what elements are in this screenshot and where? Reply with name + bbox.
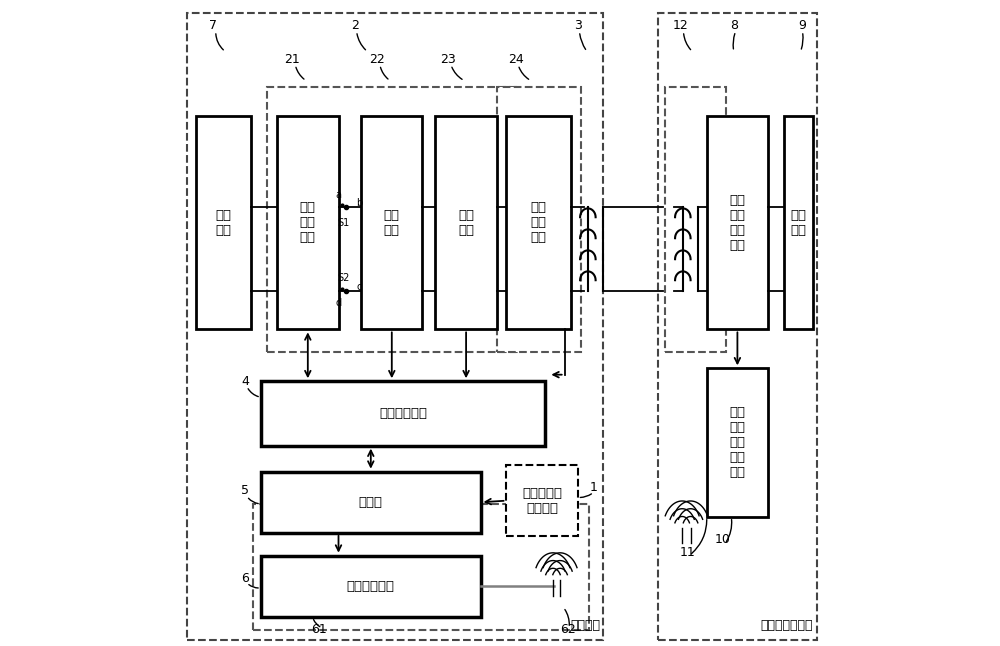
Bar — [707, 368, 768, 517]
Text: 采样控制单元: 采样控制单元 — [379, 407, 427, 420]
Bar — [187, 13, 603, 640]
Bar — [784, 116, 813, 329]
Bar — [261, 472, 481, 533]
Text: 交流
电源: 交流 电源 — [216, 209, 232, 237]
Text: 1: 1 — [590, 481, 598, 494]
Bar — [253, 504, 589, 630]
Text: 8: 8 — [730, 19, 738, 32]
Text: 9: 9 — [798, 19, 806, 32]
Text: d: d — [335, 298, 342, 308]
Bar — [435, 116, 497, 329]
Text: 6: 6 — [241, 572, 249, 585]
Bar — [665, 87, 726, 352]
Text: 21: 21 — [284, 53, 300, 66]
Bar — [658, 13, 817, 640]
Bar — [506, 116, 571, 329]
Text: 2: 2 — [351, 19, 359, 32]
Text: 通信测试设备: 通信测试设备 — [347, 579, 395, 593]
Bar — [267, 87, 519, 352]
Bar — [506, 465, 578, 536]
Text: 工控机: 工控机 — [359, 495, 383, 509]
Text: 谐振
补偿
电路: 谐振 补偿 电路 — [531, 202, 547, 244]
Text: 电子
负载: 电子 负载 — [791, 209, 807, 237]
Text: 副边
通信
检测
控制
单元: 副边 通信 检测 控制 单元 — [729, 406, 745, 479]
Text: S1: S1 — [338, 218, 350, 228]
Text: 11: 11 — [679, 546, 695, 559]
Bar — [196, 116, 251, 329]
Text: 62: 62 — [560, 623, 576, 636]
Text: 4: 4 — [241, 375, 249, 388]
Text: 副边
电源
变换
模块: 副边 电源 变换 模块 — [729, 194, 745, 252]
Bar — [277, 116, 339, 329]
Text: 3: 3 — [574, 19, 581, 32]
Text: 逆变
电路: 逆变 电路 — [458, 209, 474, 237]
Text: b: b — [357, 198, 363, 209]
Bar — [707, 116, 768, 329]
Text: 5: 5 — [241, 484, 249, 497]
Text: 22: 22 — [369, 53, 385, 66]
Text: 24: 24 — [508, 53, 524, 66]
Text: 测试系统: 测试系统 — [570, 619, 600, 632]
Text: a: a — [336, 191, 342, 200]
Bar — [361, 116, 422, 329]
Bar — [497, 87, 581, 352]
Text: 12: 12 — [673, 19, 689, 32]
Text: 61: 61 — [311, 623, 327, 636]
Bar — [261, 556, 481, 617]
Text: 被测车载端样品: 被测车载端样品 — [761, 619, 813, 632]
Text: 7: 7 — [209, 19, 217, 32]
Text: S2: S2 — [337, 273, 350, 283]
Text: 10: 10 — [715, 533, 731, 546]
Text: 功率分析仪
或示波器: 功率分析仪 或示波器 — [522, 486, 562, 515]
Text: 调压
电路: 调压 电路 — [384, 209, 400, 237]
Bar — [261, 381, 545, 446]
Text: c: c — [357, 282, 362, 293]
Text: 全控
整流
电路: 全控 整流 电路 — [300, 202, 316, 244]
Text: 23: 23 — [440, 53, 456, 66]
